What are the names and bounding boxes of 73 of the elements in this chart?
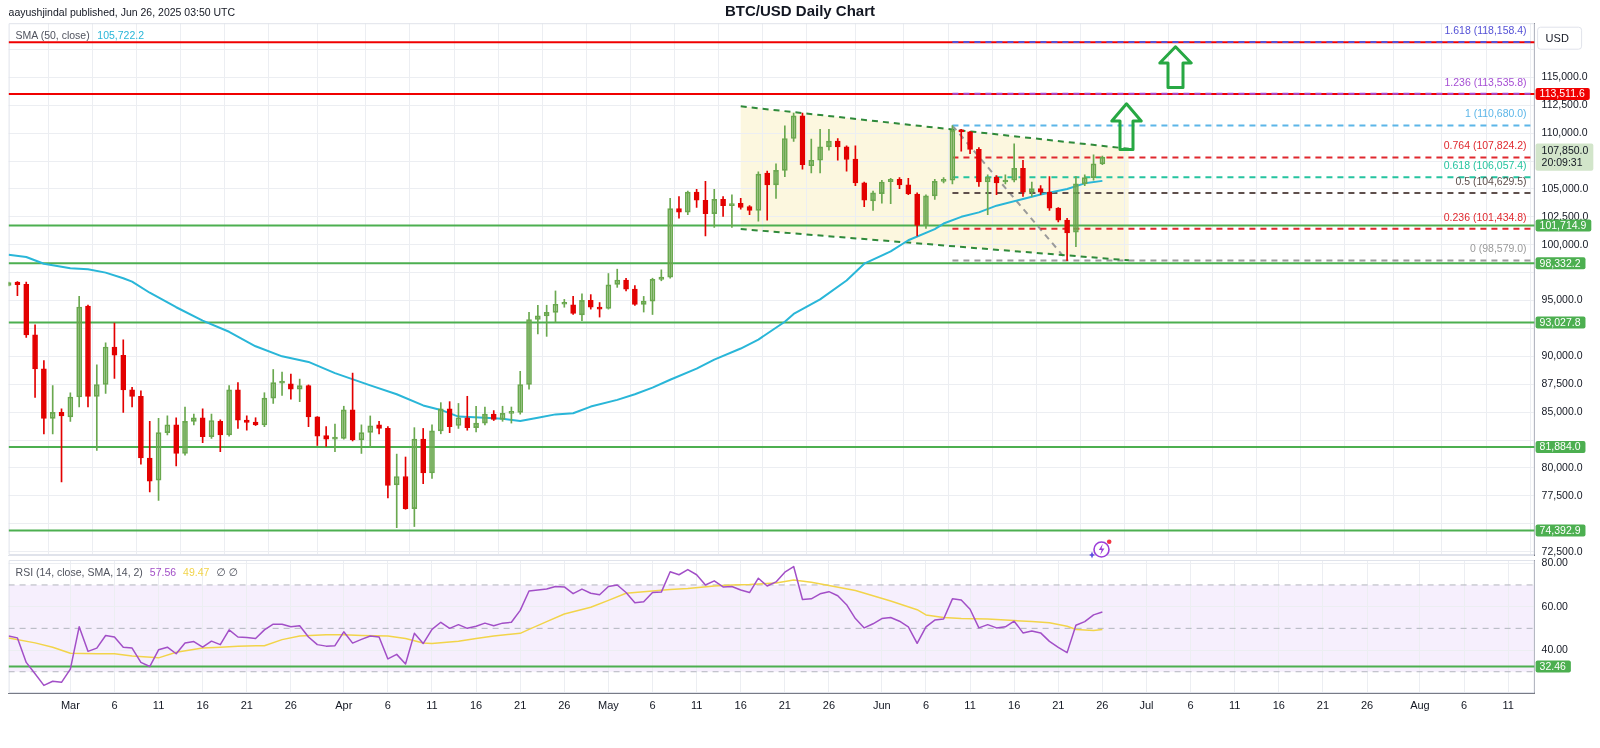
x-tick-label: 26	[558, 698, 571, 711]
y-tick-label: 95,000.0	[1541, 293, 1583, 306]
ref-line-label: 81,884.0	[1539, 440, 1581, 453]
x-tick-label: 11	[690, 698, 703, 711]
y-tick-label: 60.00	[1541, 599, 1569, 612]
x-tick-label: Aug	[1410, 698, 1430, 711]
chart-subtitle: aayushjindal published, Jun 26, 2025 03:50 UTC	[8, 5, 236, 18]
series-label: 1.618 (118,158.4)	[1444, 23, 1527, 36]
ref-line-label: 74,392.9	[1539, 523, 1581, 536]
y-tick-label: 77,500.0	[1541, 488, 1583, 501]
x-tick-label: 11	[1502, 698, 1514, 711]
chart-title: BTC/USD Daily Chart	[724, 1, 876, 19]
y-tick-label: 110,000.0	[1541, 126, 1588, 139]
annotation: 49.47	[183, 565, 210, 578]
y-tick-label: 107,850.0 20:09:31	[1541, 143, 1589, 169]
x-tick-label: Jul	[1139, 698, 1154, 711]
annotation: 57.56	[149, 565, 177, 578]
x-tick-label: Apr	[335, 698, 353, 711]
x-tick-label: 26	[1360, 698, 1374, 711]
x-tick-label: 26	[1096, 698, 1109, 711]
x-tick-label: 6	[1187, 698, 1194, 711]
y-tick-label: 115,000.0	[1541, 70, 1588, 83]
x-tick-label: 6	[111, 698, 118, 711]
x-tick-label: 16	[734, 698, 747, 711]
y-tick-label: 102,500.0	[1541, 209, 1589, 222]
x-tick-label: 16	[469, 698, 483, 711]
x-tick-label: 26	[284, 698, 297, 711]
annotation: ∅ ∅	[216, 565, 238, 578]
x-tick-label: 26	[822, 698, 836, 711]
y-tick-label: 100,000.0	[1541, 237, 1589, 250]
x-tick-label: Mar	[60, 698, 81, 711]
x-tick-label: 21	[240, 698, 253, 711]
series-label: 0.236 (101,434.8)	[1443, 210, 1527, 223]
annotation: 105,722.2	[97, 29, 145, 42]
series-label: 1.236 (113,535.8)	[1444, 75, 1527, 88]
series-label: 0.618 (106,057.4)	[1443, 159, 1527, 172]
series-label: 0.764 (107,824.2)	[1443, 139, 1527, 152]
x-tick-label: 11	[964, 698, 976, 711]
x-tick-label: May	[598, 698, 620, 711]
x-tick-label: 6	[649, 698, 656, 711]
x-tick-label: 16	[1008, 698, 1021, 711]
legend-title: RSI (14, close, SMA, 14, 2)	[15, 565, 143, 578]
y-tick-label: 85,000.0	[1541, 405, 1583, 418]
y-tick-label: 112,500.0	[1541, 98, 1588, 111]
x-tick-label: 11	[426, 698, 438, 711]
x-tick-label: 21	[514, 698, 527, 711]
x-tick-label: Jun	[872, 698, 891, 711]
series-label: 0.5 (104,629.5)	[1455, 174, 1527, 187]
ref-line-label: 32.46	[1539, 659, 1567, 672]
x-tick-label: 11	[152, 698, 165, 711]
y-tick-label: 80,000.0	[1541, 460, 1583, 473]
x-tick-label: 6	[1460, 698, 1468, 711]
legend-title: SMA (50, close)	[15, 29, 90, 42]
y-axis-title: USD	[1545, 31, 1569, 44]
x-tick-label: 21	[1052, 698, 1065, 711]
x-tick-label: 16	[1272, 698, 1285, 711]
x-tick-label: 6	[384, 698, 391, 711]
ref-line-label: 93,027.8	[1539, 315, 1581, 328]
x-tick-label: 21	[778, 698, 791, 711]
y-tick-label: 87,500.0	[1541, 377, 1583, 390]
x-tick-label: 21	[1316, 698, 1330, 711]
ref-line-label: 98,332.2	[1539, 256, 1581, 269]
y-tick-label: 40.00	[1541, 642, 1569, 655]
y-tick-label: 105,000.0	[1541, 181, 1589, 194]
x-tick-label: 16	[196, 698, 209, 711]
y-tick-label: 72,500.0	[1541, 544, 1583, 557]
series-label: 0 (98,579.0)	[1469, 242, 1527, 255]
y-tick-label: 90,000.0	[1541, 349, 1583, 362]
series-label: 1 (110,680.0)	[1464, 107, 1527, 120]
x-tick-label: 6	[922, 698, 930, 711]
ref-line-label: 113,511.6	[1539, 87, 1585, 100]
y-tick-label: 80.00	[1541, 556, 1569, 569]
x-tick-label: 11	[1228, 698, 1241, 711]
